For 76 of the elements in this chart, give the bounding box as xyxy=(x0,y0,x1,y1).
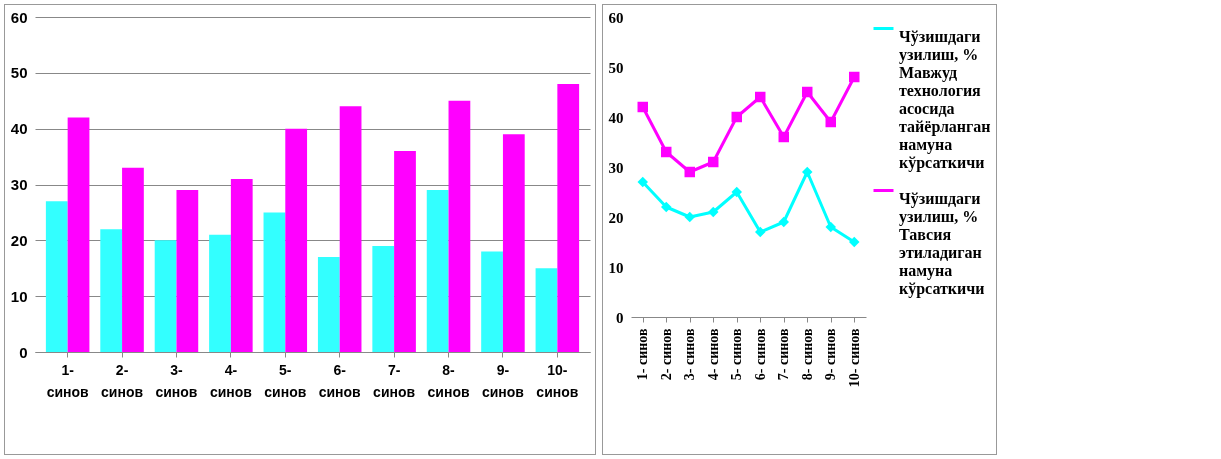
x-tick-label: 8- синов xyxy=(427,361,470,400)
point xyxy=(849,71,860,83)
y-tick-label: 30 xyxy=(608,159,624,176)
y-tick-label: 10 xyxy=(10,287,28,305)
point xyxy=(684,166,695,178)
x-tick-label: 6- синов xyxy=(752,328,768,381)
bar xyxy=(339,106,362,352)
point xyxy=(708,156,719,168)
y-tick-label: 0 xyxy=(616,309,624,326)
x-tick-label: 3- синов xyxy=(155,361,198,400)
bar xyxy=(209,234,231,352)
bar xyxy=(230,178,253,352)
bar xyxy=(45,201,68,352)
bar xyxy=(176,190,199,352)
x-tick-label: 10- синов xyxy=(846,328,862,388)
legend-label: Чўзишдаги узилиш, % Тавсия этиладиган намуна кўрсаткичи xyxy=(899,189,985,298)
x-tick-label: 9- синов xyxy=(481,361,525,400)
point xyxy=(731,186,742,198)
bar xyxy=(448,100,471,352)
y-tick-label: 60 xyxy=(608,9,624,26)
point xyxy=(661,201,672,213)
point xyxy=(755,226,766,238)
x-tick-label: 1- синов xyxy=(635,328,651,381)
point xyxy=(708,206,719,218)
x-tick-label: 4- синов xyxy=(209,361,253,400)
y-tick-label: 40 xyxy=(10,120,28,138)
x-tick-label: 2- синов xyxy=(658,328,674,381)
x-tick-label: 2- синов xyxy=(101,361,144,400)
y-tick-label: 0 xyxy=(19,343,28,361)
x-tick-label: 7- синов xyxy=(373,361,416,400)
bar xyxy=(557,84,580,352)
point xyxy=(849,236,860,248)
bar xyxy=(372,245,395,352)
point xyxy=(684,211,695,223)
x-tick-label: 4- синов xyxy=(705,328,721,381)
y-tick-label: 50 xyxy=(608,59,624,76)
bar xyxy=(100,229,123,352)
point xyxy=(802,86,813,98)
x-tick-label: 5- синов xyxy=(264,361,307,400)
bar xyxy=(481,251,503,352)
legend-label: Чўзишдаги узилиш, % Мавжуд технология асосида тайёрланган намуна кўрсаткичи xyxy=(899,27,991,172)
bar xyxy=(394,151,416,352)
y-tick-label: 20 xyxy=(608,209,624,226)
point xyxy=(802,166,813,178)
bar xyxy=(285,128,308,352)
bar xyxy=(154,240,177,352)
x-tick-label: 9- синов xyxy=(823,328,839,381)
bar xyxy=(317,257,340,352)
point xyxy=(755,91,766,103)
point xyxy=(637,101,648,113)
x-tick-label: 6- синов xyxy=(318,361,362,400)
bar xyxy=(502,134,525,352)
y-tick-label: 40 xyxy=(608,109,624,126)
y-tick-label: 30 xyxy=(10,176,28,193)
bar xyxy=(122,167,144,352)
x-tick-label: 7- синов xyxy=(776,328,792,381)
y-tick-label: 20 xyxy=(10,231,28,249)
x-tick-label: 1- синов xyxy=(46,361,90,400)
x-tick-label: 3- синов xyxy=(682,328,698,381)
point xyxy=(661,146,672,158)
point xyxy=(731,111,742,123)
y-tick-label: 10 xyxy=(608,259,624,276)
point xyxy=(637,176,648,188)
point xyxy=(778,216,789,228)
bar xyxy=(67,117,90,352)
point xyxy=(778,131,789,143)
x-tick-label: 8- синов xyxy=(799,328,815,381)
point xyxy=(825,116,836,128)
y-tick-label: 50 xyxy=(10,64,28,82)
x-tick-label: 10- синов xyxy=(536,361,579,400)
bar xyxy=(263,212,286,352)
x-tick-label: 5- синов xyxy=(729,328,745,381)
bar xyxy=(426,190,449,352)
y-tick-label: 60 xyxy=(10,8,28,26)
point xyxy=(825,221,836,233)
bar xyxy=(535,268,558,352)
